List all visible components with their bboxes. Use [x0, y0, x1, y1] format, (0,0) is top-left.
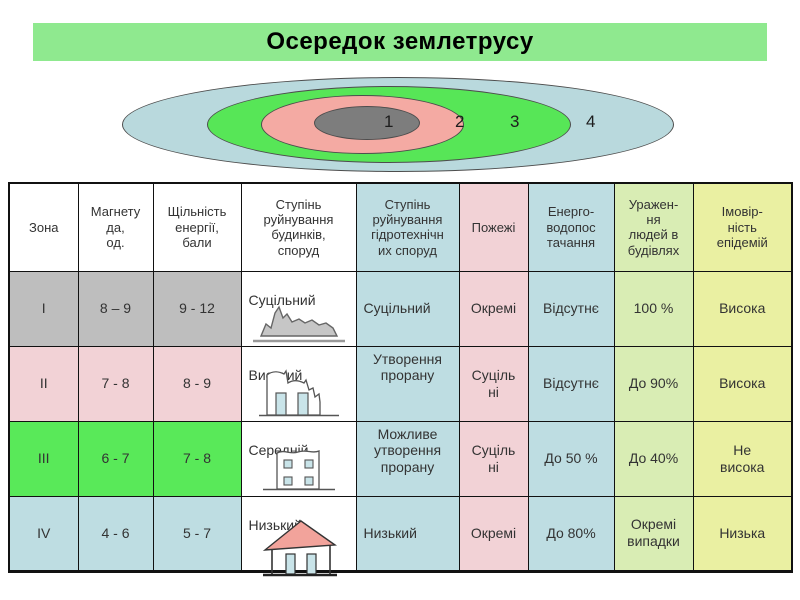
header-fires: Пожежі — [458, 182, 529, 272]
zone-cell: III — [8, 420, 79, 497]
power-water-cell: Відсутнє — [527, 270, 615, 347]
casualties-cell: До 90% — [613, 345, 694, 422]
table-row-zone-3: III 6 - 7 7 - 8 Середній Можливе утворен… — [8, 420, 793, 497]
casualties-cell: До 40% — [613, 420, 694, 497]
power-water-cell: До 50 % — [527, 420, 615, 497]
earthquake-zones-table: Зона Магнету да, од. Щільність енергії, … — [8, 182, 793, 576]
power-water-cell: До 80% — [527, 495, 615, 572]
power-water-cell: Відсутнє — [527, 345, 615, 422]
zone-4-label: 4 — [586, 112, 596, 131]
magnitude-cell: 7 - 8 — [77, 345, 154, 422]
header-power-water-supply: Енерго- водопос тачання — [527, 182, 615, 272]
building-destruction-cell: Суцільний — [240, 270, 357, 347]
earthquake-zones-diagram: 1 2 3 4 — [0, 0, 800, 180]
epidemic-cell: Низька — [692, 495, 793, 572]
building-destruction-cell: Високий — [240, 345, 357, 422]
header-casualties: Уражен- ня людей в будівлях — [613, 182, 694, 272]
title-banner: Осередок землетрусу — [33, 23, 767, 61]
building-destruction-cell: Середній — [240, 420, 357, 497]
magnitude-cell: 8 – 9 — [77, 270, 154, 347]
epidemic-cell: Висока — [692, 270, 793, 347]
hydro-destruction-cell: Низький — [355, 495, 460, 572]
header-magnitude: Магнету да, од. — [77, 182, 154, 272]
magnitude-cell: 4 - 6 — [77, 495, 154, 572]
header-hydro-destruction: Ступінь руйнування гідротехнічн их спору… — [355, 182, 460, 272]
casualties-cell: Окремі випадки — [613, 495, 694, 572]
zone-cell: IV — [8, 495, 79, 572]
epidemic-cell: Висока — [692, 345, 793, 422]
header-building-destruction: Ступінь руйнування будинків, споруд — [240, 182, 357, 272]
zone-1-ellipse — [314, 106, 420, 140]
hydro-destruction-cell: Можливе утворення прорану — [355, 420, 460, 497]
page-title: Осередок землетрусу — [266, 28, 534, 55]
energy-cell: 8 - 9 — [152, 345, 242, 422]
zone-cell: I — [8, 270, 79, 347]
fires-cell: Окремі — [458, 495, 529, 572]
table-header-row: Зона Магнету да, од. Щільність енергії, … — [8, 182, 793, 272]
zone-1-label: 1 — [384, 112, 394, 131]
fires-cell: Суціль ні — [458, 345, 529, 422]
table-row-zone-2: II 7 - 8 8 - 9 Високий Утворення прорану… — [8, 345, 793, 422]
energy-cell: 5 - 7 — [152, 495, 242, 572]
fires-cell: Суціль ні — [458, 420, 529, 497]
destruction-level-label: Суцільний — [248, 292, 316, 309]
header-epidemic-probability: Імовір- ність епідемій — [692, 182, 793, 272]
rubble-icon — [252, 304, 345, 342]
table-row-zone-1: I 8 – 9 9 - 12 Суцільний Суцільний Окрем… — [8, 270, 793, 347]
building-destruction-cell: Низький — [240, 495, 357, 576]
energy-cell: 7 - 8 — [152, 420, 242, 497]
hydro-destruction-cell: Утворення прорану — [355, 345, 460, 422]
hydro-destruction-cell: Суцільний — [355, 270, 460, 347]
epidemic-cell: Не висока — [692, 420, 793, 497]
destruction-level-label: Низький — [248, 517, 302, 534]
table-row-zone-4: IV 4 - 6 5 - 7 Низький Низький Окремі До… — [8, 495, 793, 576]
energy-cell: 9 - 12 — [152, 270, 242, 347]
magnitude-cell: 6 - 7 — [77, 420, 154, 497]
zone-3-label: 3 — [510, 112, 520, 131]
zone-cell: II — [8, 345, 79, 422]
casualties-cell: 100 % — [613, 270, 694, 347]
fires-cell: Окремі — [458, 270, 529, 347]
header-energy-density: Щільність енергії, бали — [152, 182, 242, 272]
heavily-damaged-building-icon — [258, 368, 339, 416]
header-zone: Зона — [8, 182, 79, 272]
zone-2-label: 2 — [455, 112, 465, 131]
cracked-building-icon — [262, 449, 335, 490]
intact-house-icon — [262, 519, 337, 576]
